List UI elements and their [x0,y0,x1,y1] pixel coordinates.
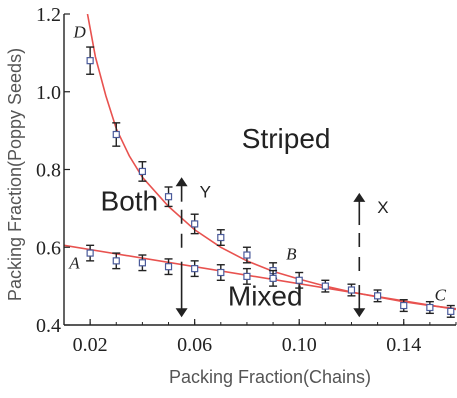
data-point [216,229,225,247]
arrow-up-head [175,177,188,187]
data-point [164,186,173,208]
arrow-label: X [377,198,388,217]
arrow-up-head [353,192,366,202]
point-marker [295,276,303,284]
region-arrows: YX [175,177,389,318]
x-tick-label: 0.14 [386,334,421,356]
point-marker [164,193,173,201]
data-point [216,264,225,281]
point-letter: B [286,245,297,264]
x-tick-label: 0.10 [282,334,317,356]
data-point [86,244,95,262]
data-point [138,254,147,272]
axes: 0.02 0.06 0.10 0.14 0.4 0.6 0.8 1.0 1.2 Packing F… [5,4,457,387]
point-marker [164,263,173,271]
data-point [269,269,278,287]
x-tick-label: 0.02 [73,334,108,356]
y-tick-label: 0.6 [36,237,61,259]
data-point [425,300,434,315]
point-marker [321,282,329,290]
fit-curve-1 [64,244,456,311]
arrow-label: Y [200,182,211,201]
data-point [138,161,147,182]
arrow-down-head [175,308,188,318]
arrow-down-head [353,308,366,318]
point-marker [217,268,225,277]
point-marker [217,233,225,242]
region-labels: Striped Both Mixed D A B C [68,22,446,311]
point-marker [269,274,277,282]
data-point [242,267,251,285]
arrow-pair: X [353,192,389,318]
data-point [373,289,382,303]
point-marker [138,259,146,267]
data-point [399,299,408,313]
point-marker [86,57,94,65]
data-point [112,122,121,147]
data-point [86,46,95,75]
point-marker [374,292,382,300]
point-marker [138,167,146,176]
arrow-pair: Y [175,177,211,318]
data-points [86,46,455,318]
data-point [190,260,199,278]
region-label: Both [101,185,159,216]
y-tick-label: 1.2 [36,4,61,26]
point-marker [86,249,94,257]
point-marker [347,286,356,294]
y-tick-label: 0.8 [36,160,61,182]
point-marker [400,301,408,310]
data-point [112,252,121,270]
point-letter: C [435,286,447,305]
data-point [321,279,330,293]
point-marker [243,272,251,281]
x-axis-label: Packing Fraction(Chains) [169,367,371,387]
fit-curves [64,14,456,311]
data-point [190,213,199,235]
point-marker [191,265,199,273]
data-point [295,271,304,289]
point-letter: A [68,254,80,273]
point-marker [447,307,455,315]
region-label: Striped [242,123,331,154]
point-marker [243,251,251,259]
y-tick-label: 0.4 [36,315,61,337]
point-marker [112,130,120,139]
data-point [446,304,455,318]
data-point [242,246,251,264]
point-marker [191,220,199,228]
region-label: Mixed [228,281,303,312]
point-marker [112,257,120,265]
point-marker [426,303,434,312]
x-tick-label: 0.06 [177,334,212,356]
data-point [347,283,356,297]
y-tick-label: 1.0 [36,82,61,104]
y-axis-label: Packing Fraction(Poppy Seeds) [5,48,25,301]
point-letter: D [73,22,87,41]
data-point [164,258,173,276]
